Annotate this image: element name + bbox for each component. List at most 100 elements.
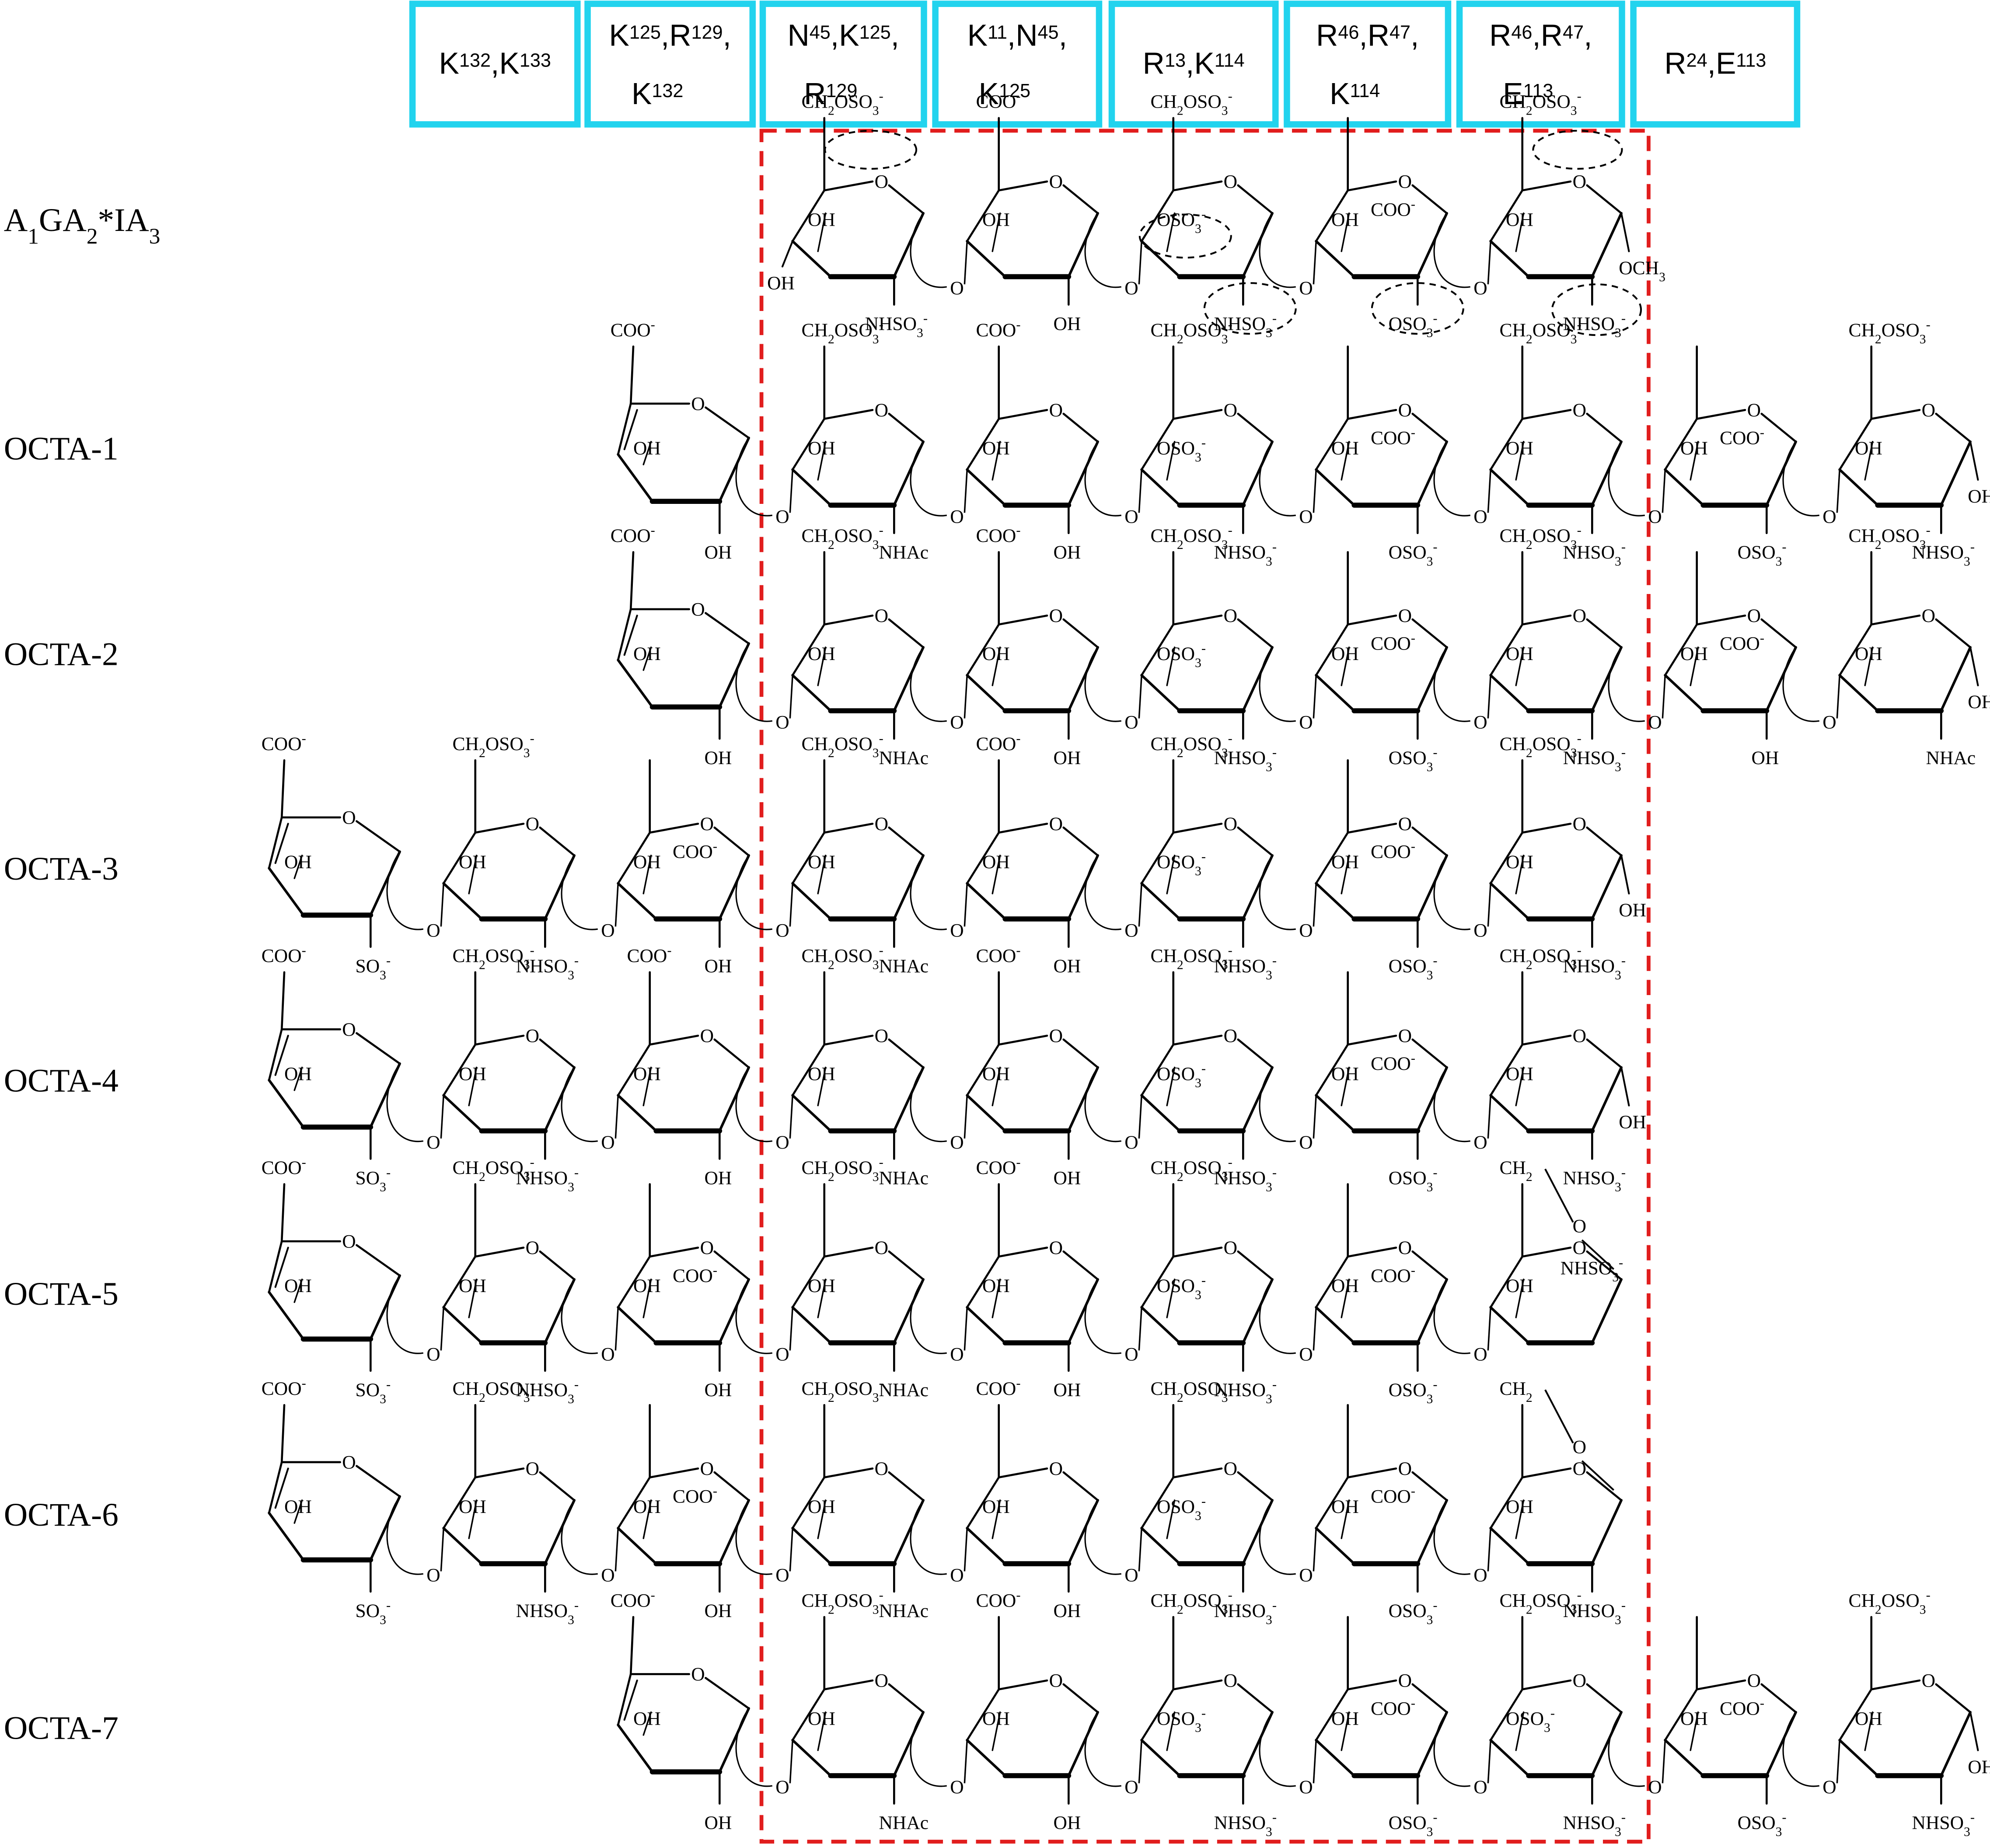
sugar-unit: O COO- OH SO3-: [262, 731, 401, 982]
amine-group-label: NHSO3-: [1912, 539, 1975, 569]
amine-group-label: NHAc: [1926, 748, 1976, 769]
carboxylate-label: COO-: [1371, 839, 1415, 863]
sugar-unit: O COO- OH SO3-: [262, 1155, 401, 1406]
carboxylate-label: COO-: [1371, 425, 1415, 449]
glycosidic-oxygen: O: [1124, 920, 1138, 941]
residue-label: R24,E113: [1664, 46, 1766, 80]
ring-oxygen: O: [1573, 400, 1586, 421]
glycosidic-bond: [1259, 1067, 1296, 1142]
hydroxyl-label: OH: [1053, 542, 1081, 563]
glycosidic-bond: [910, 1712, 947, 1787]
ring-oxygen: O: [1224, 605, 1237, 626]
amine-group-label: NHSO3-: [1563, 745, 1626, 774]
sugar-unit: O CH2OSO3- OH NHSO3-: [442, 731, 579, 982]
carboxylate-label: COO-: [976, 1588, 1020, 1611]
sugar-unit: O COO- OH OH: [966, 1588, 1099, 1833]
ring-oxygen: O: [526, 1237, 539, 1258]
ring-oxygen: O: [1049, 814, 1063, 835]
hydroxyl-label: OH: [1968, 692, 1990, 713]
glycosidic-oxygen: O: [775, 1132, 789, 1153]
sugar-unit: O CH2OSO3- OH NHSO3-: [1489, 523, 1626, 774]
sugar-unit: O CH2OSO3- OSO3- NHSO3-: [1489, 1588, 1626, 1839]
sugar-unit: O CH2 O OH NHSO3-: [1489, 1378, 1626, 1627]
ring-oxygen: O: [526, 1025, 539, 1046]
sugar-unit: O COO- OH OSO3-: [1315, 551, 1448, 774]
hydroxyl-label: OH: [1053, 956, 1081, 977]
hydroxyl-label: OH: [633, 1708, 661, 1729]
ring-oxygen: O: [700, 1458, 714, 1479]
glycosidic-bond: [1433, 1279, 1470, 1354]
sugar-unit: O COO- OH OSO3-: [1664, 345, 1797, 569]
hydroxyl-label: OH: [808, 438, 835, 459]
structure-label: OCTA-5: [4, 1276, 119, 1312]
glycosidic-oxygen: O: [1473, 1565, 1487, 1586]
sulfomethyl-label: CH2OSO3-: [1499, 317, 1581, 346]
hydroxyl-label: OH: [1053, 1380, 1081, 1401]
sulfomethyl-label: CH2OSO3-: [801, 1588, 883, 1617]
amine-group-label: NHSO3-: [516, 1377, 579, 1406]
ring-oxygen: O: [875, 1458, 888, 1479]
ring-oxygen: O: [700, 814, 714, 835]
hydroxyl-label: OH: [633, 1275, 661, 1296]
carboxylate-label: COO-: [1371, 1051, 1415, 1074]
glycosidic-oxygen: O: [1124, 712, 1138, 733]
amine-group-label: NHSO3-: [1563, 1598, 1626, 1627]
sulfate-label: SO3-: [356, 953, 391, 982]
sugar-unit: O CH2OSO3- OH NHSO3-: [442, 1155, 579, 1406]
carboxylate-label: COO-: [1720, 425, 1764, 449]
hydroxyl-label: OH: [1053, 313, 1081, 334]
oligosaccharide-row: OCTA-3 O COO- OH SO3- O CH2OSO3- OH NHSO3- O O COO-…: [4, 731, 1646, 982]
sugar-unit: O CH2OSO3- OSO3- NHSO3-: [1140, 1588, 1277, 1839]
sugar-unit: O CH2OSO3- OH NHSO3-: [442, 1376, 579, 1627]
glycosidic-bond: [1259, 647, 1296, 722]
hydroxyl-label: OH: [982, 852, 1010, 873]
ring-oxygen: O: [1224, 1458, 1237, 1479]
glycosidic-bond: [910, 213, 947, 288]
residue-box: R24,E113: [1630, 0, 1801, 128]
glycosidic-bond: [1782, 647, 1819, 722]
residue-label: R13,K114: [1143, 46, 1245, 80]
ring-oxygen: O: [1922, 400, 1935, 421]
residue-label: K125: [979, 77, 1030, 111]
glycosidic-oxygen: O: [775, 1565, 789, 1586]
ring-oxygen: O: [875, 1025, 888, 1046]
sulfomethyl-label: CH2OSO3-: [1150, 317, 1232, 346]
residue-box: K132,K133: [409, 0, 581, 128]
residue-label: K114: [1330, 77, 1380, 111]
sugar-unit: O CH2OSO3- OH NHAc: [791, 731, 929, 977]
oligosaccharide-row: OCTA-5OCOO-OHSO3-OCH2OSO3-OHNHSO3-OOCOO-…: [4, 1155, 1623, 1406]
ring-oxygen: O: [1224, 400, 1237, 421]
glycosidic-bond: [1433, 647, 1470, 722]
hydroxyl-label: OH: [1331, 1063, 1359, 1084]
sulfomethyl-label: CH2OSO3-: [1150, 89, 1232, 118]
hydroxyl-label: OH: [1506, 210, 1533, 231]
residue-label: E113: [1503, 77, 1553, 111]
glycosidic-bond: [910, 441, 947, 517]
amine-group-label: NHAc: [879, 1812, 929, 1833]
carboxylate-label: COO-: [1371, 1484, 1415, 1507]
hydroxyl-label: OH: [1506, 852, 1533, 873]
sugar-unit: O COO- OH OH: [966, 523, 1099, 769]
ring-oxygen: O: [1573, 171, 1586, 192]
carboxylate-label: COO-: [673, 1484, 717, 1507]
sugar-unit: O COO- OH OH: [617, 943, 750, 1188]
hydroxyl-label: OH: [982, 1708, 1010, 1729]
ring-oxygen: O: [1922, 1670, 1935, 1691]
carboxylate-label: COO-: [262, 1376, 306, 1399]
glycosidic-bond: [1259, 1279, 1296, 1354]
ring-oxygen: O: [1747, 605, 1761, 626]
sulfomethyl-label: CH2OSO3-: [452, 1155, 534, 1184]
carboxylate-label: COO-: [627, 943, 671, 967]
sugar-unit: O CH2OSO3- OH NHSO3- OH: [1489, 731, 1646, 982]
hydroxyl-label: OH: [1619, 900, 1646, 921]
sulfomethyl-label: CH2OSO3-: [452, 943, 534, 972]
glycosidic-oxygen: O: [775, 712, 789, 733]
ring-oxygen: O: [1224, 171, 1237, 192]
sulfate-label: OSO3-: [1389, 311, 1438, 340]
hydroxyl-label: OH: [1855, 643, 1882, 664]
sulfomethyl-label: CH2OSO3-: [1150, 1155, 1232, 1184]
glycosidic-oxygen: O: [1299, 507, 1313, 528]
sulfomethyl-label: CH2OSO3-: [801, 943, 883, 972]
